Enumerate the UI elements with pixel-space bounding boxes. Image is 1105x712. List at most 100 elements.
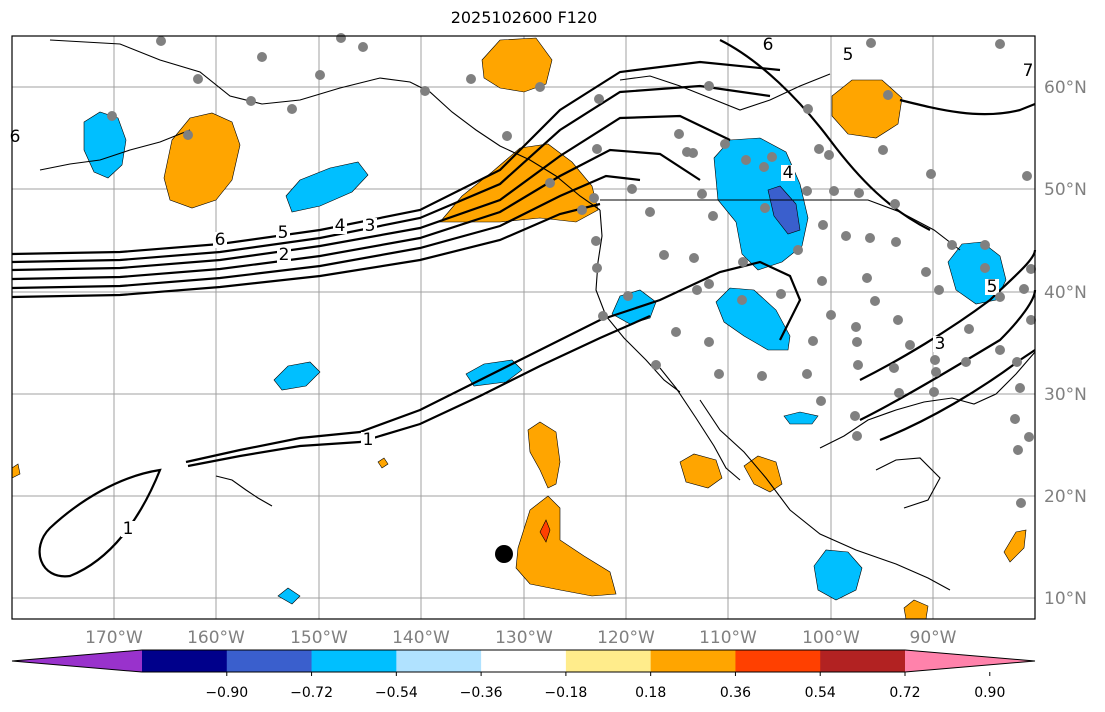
colorbar-tick-label: 0.72 [889,685,920,701]
colorbar-tick-label: 0.18 [635,685,666,701]
colorbar-segment [396,650,482,672]
contour-line-1-west [187,314,651,468]
colorbar-tick-label: −0.36 [460,685,503,701]
coastline-mexico-pacific [699,399,951,591]
colorbar-tick-label: 0.36 [720,685,751,701]
contour-label-bg [1021,63,1035,79]
lon-tick-label: 150°W [290,628,348,648]
contour-label: 5 [278,223,289,243]
contour-line-6 [11,60,781,256]
anomaly-region-gulf-alaska [163,112,241,209]
coastline-yucatan [875,457,941,509]
colorbar-tick-label: −0.72 [290,685,333,701]
colorbar-segment [820,650,906,672]
anomaly-region-rockies-core [767,185,801,235]
lon-tick-label: 90°W [910,628,957,648]
colorbar-tick-label: 0.54 [805,685,836,701]
colorbar-tick-label: −0.54 [375,685,418,701]
lat-tick-label: 10°N [1044,589,1087,609]
colorbar-segment [226,650,313,672]
contour-label: 7 [1023,61,1034,81]
map-frame [11,35,1036,620]
coastline-alaska [49,39,601,211]
contour-label-bg [213,232,227,248]
colorbar: −0.90 −0.72 −0.54 −0.36 −0.18 0.18 0.36 0.54 0.7… [11,649,1036,701]
coastline-gulf [819,351,1036,449]
contour-line-2 [11,174,641,290]
contour-label: 4 [335,216,346,236]
anomaly-region-south-pacific [277,587,301,605]
anomaly-region-subtropic-1 [273,361,321,391]
anomaly-region-baja [679,453,723,489]
colorbar-segment [142,650,228,672]
black-marker [495,545,513,563]
anomaly-fills [11,37,1027,620]
colorbar-segment [565,650,652,672]
anomaly-region-caribbean [1003,529,1027,563]
contour-line-4 [11,114,731,272]
latitude-tick-labels: 60°N 50°N 40°N 30°N 20°N 10°N [1044,78,1087,609]
lon-tick-label: 100°W [802,628,860,648]
contour-label-bg [363,218,377,234]
colorbar-tick-label: −0.18 [544,685,587,701]
station-markers [107,33,1036,508]
contour-label: 3 [365,216,376,236]
contour-label: 2 [279,245,290,265]
lon-tick-label: 170°W [85,628,143,648]
longitude-tick-labels: 170°W 160°W 150°W 140°W 130°W 120°W 110°W 100°W… [85,628,957,648]
coastline-hawaii [215,475,273,507]
coastline-hudson [619,73,831,111]
contour-lines [11,39,1037,578]
colorbar-extend-low [12,650,142,672]
anomaly-region-central-america [813,549,863,601]
contour-line-1-north [11,202,601,299]
map-title: 2025102600 F120 [450,8,598,27]
contour-label: 5 [987,277,998,297]
colorbar-segment [650,650,736,672]
contour-label: 6 [763,35,774,55]
colorbar-outline [11,649,1036,673]
colorbar-tick-label: 0.90 [974,685,1005,701]
contour-label-bg [361,432,375,448]
contour-label-bg [933,336,947,352]
anomaly-region-yukon [481,37,553,93]
anomaly-region-eastern-pacific-core [539,519,551,543]
lon-tick-label: 120°W [597,628,655,648]
contour-label-bg [781,165,795,181]
contour-label-bg [841,47,855,63]
anomaly-region-texas [783,411,819,425]
lon-tick-label: 130°W [495,628,553,648]
lat-tick-label: 50°N [1044,180,1087,200]
anomaly-region-south-mexico [903,599,929,620]
lat-tick-label: 40°N [1044,283,1087,303]
anomaly-region-eastern-pacific [515,495,617,597]
anomaly-region-north-pacific [285,161,369,213]
lat-tick-label: 30°N [1044,385,1087,405]
anomaly-region-bering [83,111,127,179]
anomaly-region-hawaii-east [527,421,561,489]
coastline-aleutians [39,129,191,171]
contour-label-bg [277,247,291,263]
colorbar-extend-high [905,650,1035,672]
coastline-baja [659,367,741,481]
contour-line-east-1 [859,249,1037,381]
contour-label: 1 [123,519,134,539]
contour-line-3 [11,148,701,281]
contour-label: 4 [783,163,794,183]
contour-label-bg [333,218,347,234]
border-us-canada [600,199,961,251]
anomaly-region-four-corners [715,287,791,351]
contour-line-east-2 [859,289,1037,421]
contour-line-5 [11,84,771,264]
colorbar-tick-label: −0.90 [205,685,248,701]
contour-label: 6 [10,127,21,147]
colorbar-segment [481,650,567,672]
colorbar-segment [311,650,397,672]
contour-label-bg [276,225,290,241]
contour-label: 3 [935,334,946,354]
lon-tick-label: 160°W [187,628,245,648]
contour-label-bg [121,521,135,537]
contour-label-bg [761,37,775,53]
